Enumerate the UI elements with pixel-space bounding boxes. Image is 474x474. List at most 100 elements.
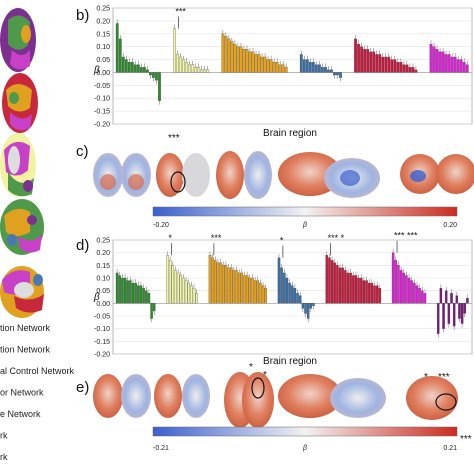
chart-d-ylabel: β (93, 292, 100, 303)
bar-d-s0-5 (129, 280, 132, 304)
chart-b-ylabel: β (93, 65, 100, 76)
bar-b-s2-19 (278, 64, 282, 73)
bar-b-s0-11 (149, 72, 152, 76)
bar-b-s4-18 (408, 67, 412, 73)
bar-d-s3-3 (285, 277, 289, 304)
bar-b-s4-11 (387, 56, 391, 73)
bar-b-s4-5 (369, 51, 373, 73)
bar-d-s4-11 (354, 275, 358, 304)
y-tick-label: 0.10 (96, 44, 110, 51)
brain-e-dorsal (93, 374, 151, 418)
bar-d-s2-20 (261, 285, 265, 304)
bar-b-s5-1 (432, 46, 436, 73)
legend-item-5: rk (0, 431, 8, 441)
bar-b-s2-10 (251, 51, 255, 73)
bar-b-s0-6 (133, 64, 137, 73)
y-tick-label: 0.20 (96, 250, 110, 257)
atlas-brain-1 (0, 8, 36, 72)
bar-d-s4-10 (352, 275, 355, 304)
bar-d-s4-19 (375, 285, 379, 304)
bar-d-s2-15 (248, 277, 252, 304)
bar-d-s4-6 (341, 267, 344, 304)
bar-b-s2-8 (245, 49, 249, 73)
chart-b: 0.25 0.20 0.15 0.10 0.05 0.00 -0.05 -0.10 -0.15 -… (94, 6, 473, 129)
bar-b-s5-2 (435, 49, 439, 73)
bar-d-s1-11 (195, 293, 198, 304)
bar-d-s2-7 (227, 267, 230, 304)
bar-d-s4-3 (333, 262, 336, 304)
panel-label-d: d) (76, 237, 89, 254)
y-tick-label: 0.15 (96, 31, 110, 38)
significance-d-2: *** (211, 233, 222, 243)
bar-d-s2-10 (235, 270, 238, 304)
bar-d-s4-5 (338, 267, 342, 304)
atlas-brain-5 (0, 266, 44, 318)
svg-text:*: * (263, 370, 267, 381)
bar-d-s5-1 (394, 260, 397, 304)
bar-b-s5-4 (441, 51, 445, 73)
legend-item-4: e Network (0, 409, 41, 419)
bar-d-s2-11 (237, 272, 241, 304)
bar-b-s3-1 (302, 59, 306, 73)
y-tick-label: 0.10 (96, 276, 110, 283)
bar-d-s5-9 (415, 285, 419, 304)
bar-d-s5-8 (413, 282, 416, 304)
bar-b-s3-5 (315, 64, 318, 73)
bar-b-s2-4 (233, 43, 237, 73)
bar-b-s4-0 (354, 38, 357, 73)
bar-b-s4-15 (399, 62, 403, 73)
bar-d-s0-12 (147, 293, 151, 304)
bar-d-s2-21 (264, 288, 267, 304)
bar-d-s0-0 (115, 272, 119, 304)
colorbar-e (152, 426, 458, 437)
bar-b-s2-13 (260, 56, 264, 73)
bar-d-s6-10 (463, 303, 466, 314)
brain-c-ventral: *** (156, 133, 210, 197)
chart-d: 0.25 0.20 0.15 0.10 0.05 0.00 -0.05 -0.10 -0.15 -… (94, 231, 473, 359)
network-legend: tion Network tion Network al Control Netwo… (0, 323, 75, 462)
bar-d-s2-8 (230, 267, 233, 304)
bar-d-s1-5 (179, 275, 183, 304)
bar-d-s6-3 (444, 290, 448, 304)
bar-d-s4-0 (325, 255, 328, 304)
bar-d-s2-18 (256, 280, 259, 304)
bar-d-s5-2 (397, 265, 400, 304)
bar-d-s3-13 (312, 303, 315, 306)
y-tick-label: 0.15 (96, 263, 110, 270)
bar-d-s2-4 (219, 262, 222, 304)
svg-text:***: *** (438, 372, 450, 383)
bar-b-s5-0 (429, 43, 433, 73)
bar-b-s3-6 (318, 64, 321, 73)
significance-d-3: * (280, 236, 284, 246)
bar-b-s1-0 (173, 28, 176, 73)
bar-d-s6-7 (455, 295, 459, 304)
bar-d-s5-10 (418, 288, 421, 304)
bar-d-s3-0 (277, 257, 281, 304)
bar-d-s0-13 (150, 303, 153, 319)
bar-d-s3-1 (280, 267, 283, 304)
bar-b-s2-3 (230, 41, 234, 73)
brain-e-lateral: * *** *** (278, 372, 472, 445)
bar-d-s1-2 (171, 265, 175, 304)
bar-d-s2-6 (224, 265, 228, 304)
svg-text:***: *** (168, 133, 180, 144)
bar-b-s0-8 (140, 67, 143, 73)
bar-d-s1-7 (184, 280, 188, 304)
bar-b-s4-13 (393, 59, 397, 73)
svg-text:*: * (249, 362, 253, 373)
bar-d-s2-0 (208, 255, 212, 304)
y-tick-label: -0.05 (94, 314, 110, 321)
colorbar-e-max: 0.21 (443, 445, 457, 452)
bar-b-s5-7 (450, 56, 454, 73)
significance-b-1: *** (175, 7, 186, 17)
bar-d-s1-4 (176, 272, 180, 304)
significance-d-4: *** * (328, 233, 345, 243)
bar-b-s3-9 (327, 69, 330, 73)
atlas-brain-2 (2, 73, 38, 133)
bar-b-s5-5 (444, 54, 448, 73)
y-tick-label: 0.25 (96, 6, 110, 13)
bar-d-s6-9 (460, 303, 464, 324)
bar-b-s4-9 (381, 56, 385, 73)
bar-b-s4-6 (372, 51, 376, 73)
bar-b-s2-12 (257, 54, 261, 73)
